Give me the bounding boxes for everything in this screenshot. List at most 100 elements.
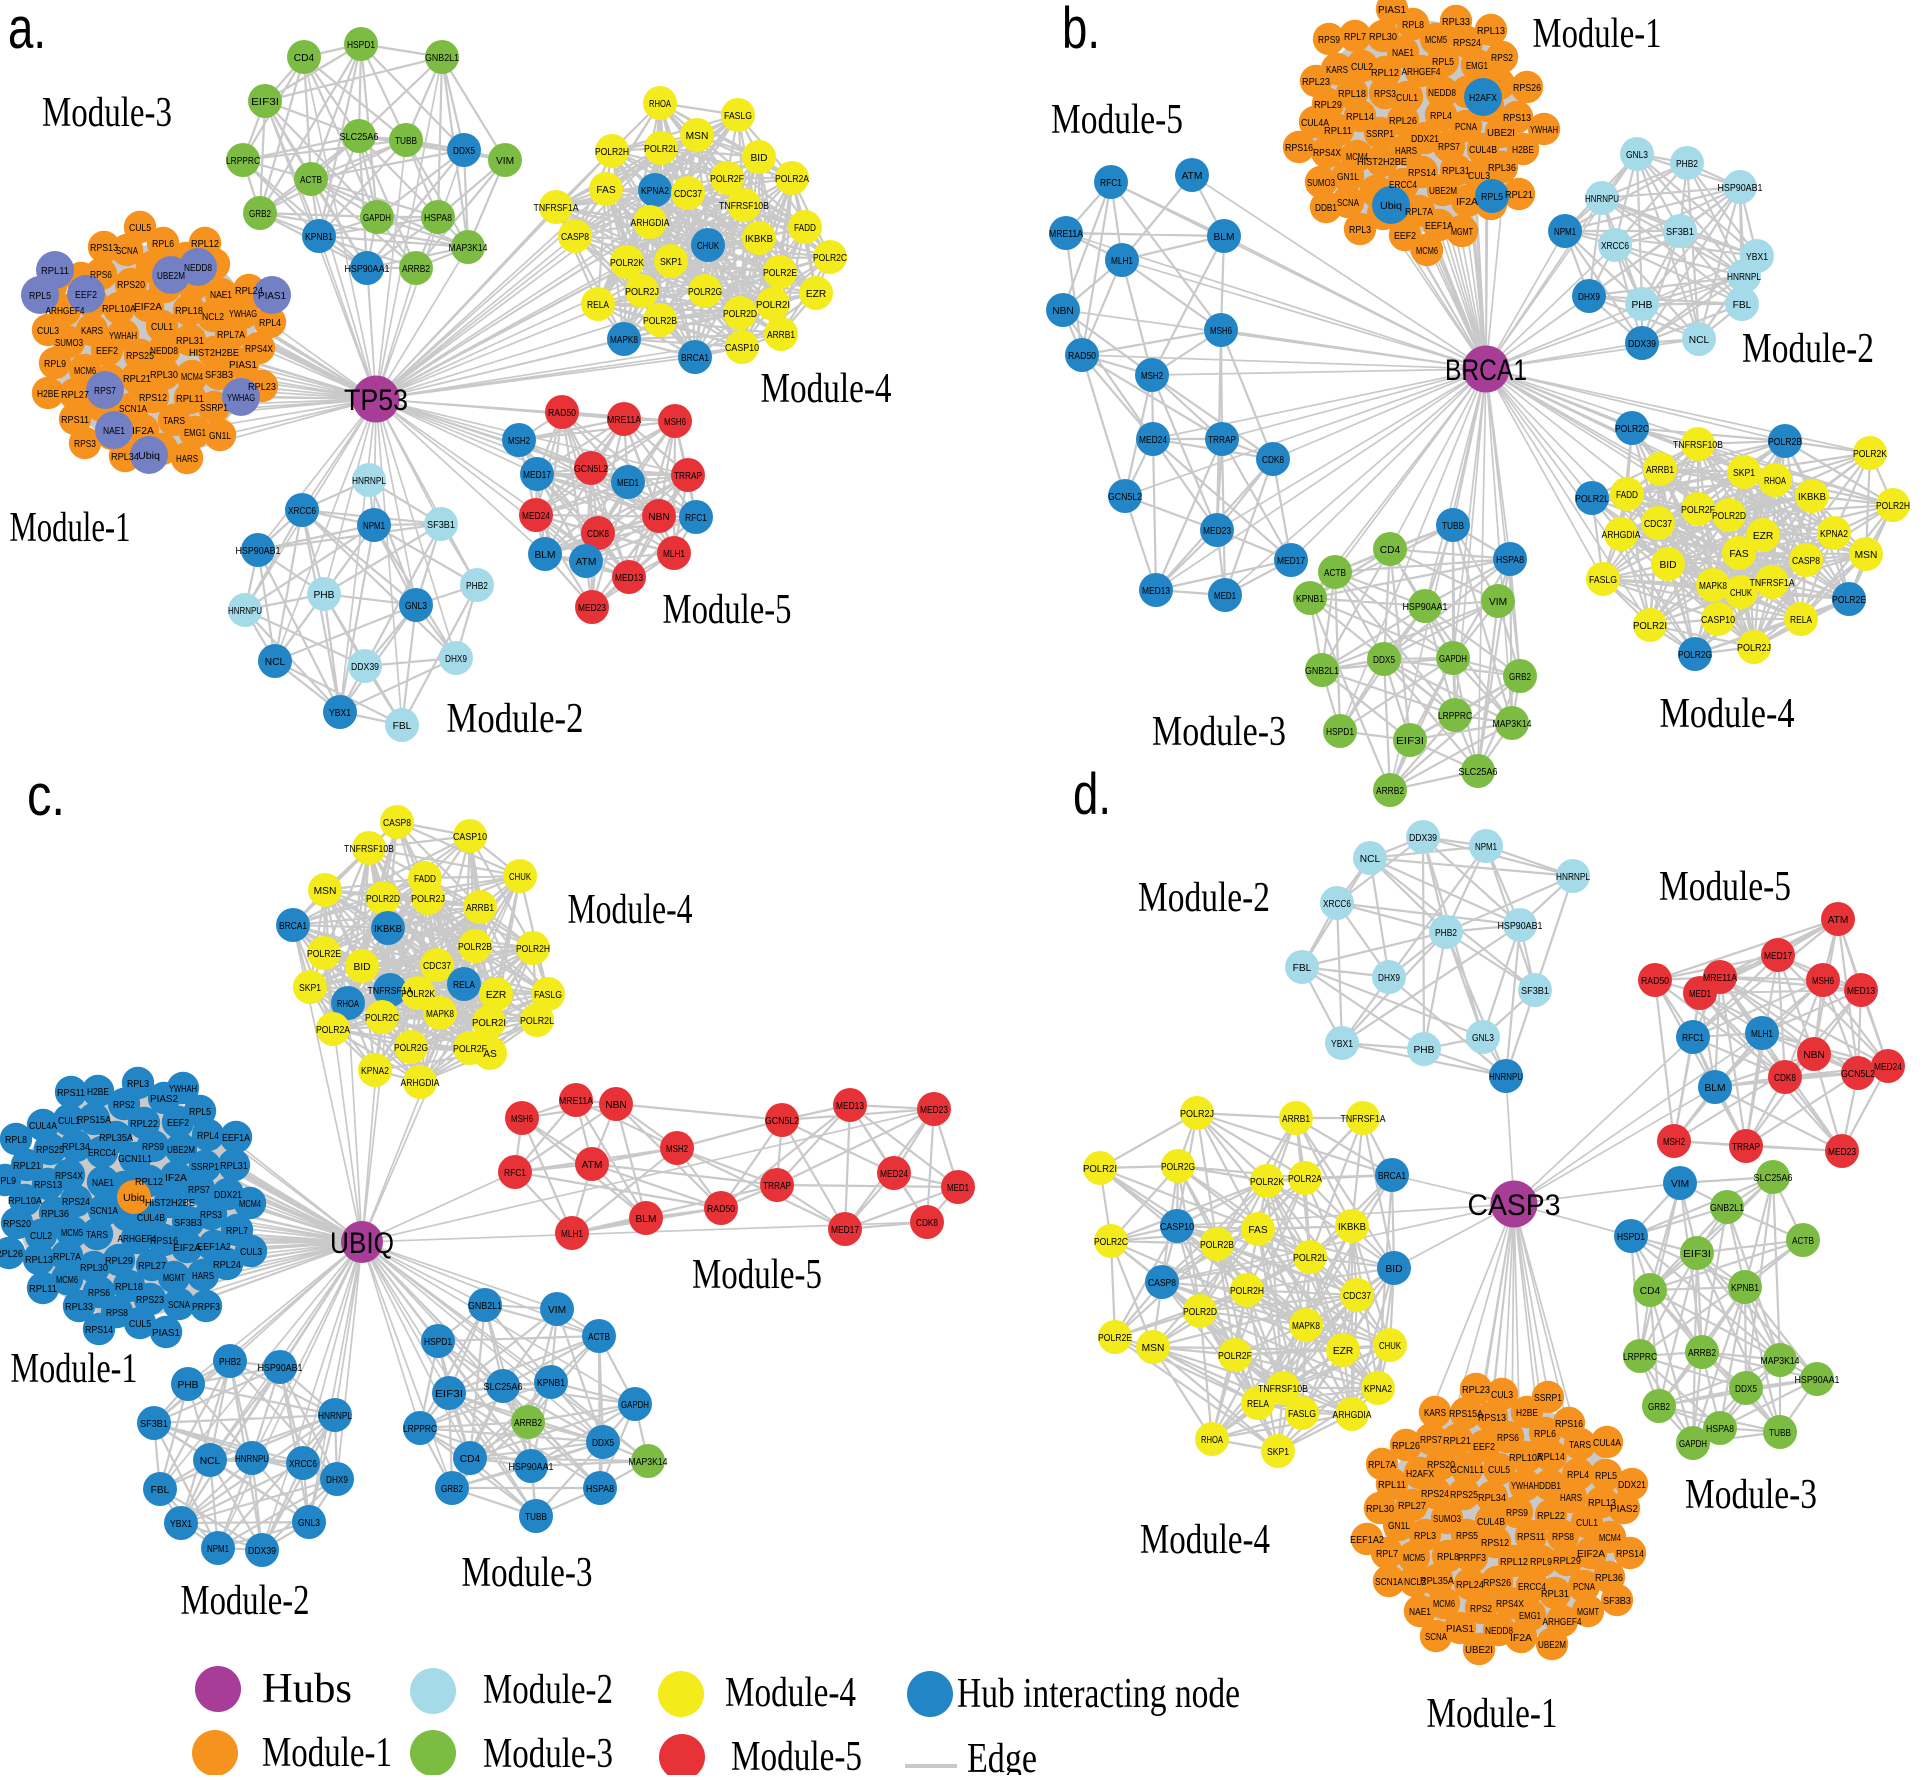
svg-text:HNRNPU: HNRNPU	[235, 1454, 269, 1465]
svg-text:RPS9: RPS9	[142, 1142, 164, 1153]
svg-text:RHOA: RHOA	[1201, 1435, 1223, 1446]
svg-text:DDX5: DDX5	[1735, 1384, 1757, 1395]
svg-text:ERCC4: ERCC4	[88, 1148, 116, 1159]
svg-text:HSPA8: HSPA8	[1706, 1424, 1734, 1435]
svg-text:RELA: RELA	[587, 300, 609, 311]
svg-text:CASP8: CASP8	[1148, 1278, 1176, 1289]
svg-text:VIM: VIM	[496, 156, 514, 167]
svg-text:PHB2: PHB2	[466, 581, 488, 592]
svg-text:ARRB2: ARRB2	[402, 264, 430, 275]
svg-text:MSN: MSN	[314, 886, 337, 897]
svg-text:RPL4: RPL4	[259, 318, 281, 329]
svg-text:RPL14: RPL14	[1537, 1452, 1565, 1463]
svg-text:DHX9: DHX9	[326, 1475, 348, 1486]
svg-text:YBX1: YBX1	[170, 1519, 192, 1530]
svg-text:CD4: CD4	[1380, 545, 1401, 556]
svg-text:RPL22: RPL22	[130, 1119, 158, 1130]
svg-text:c.: c.	[27, 763, 65, 828]
svg-text:IKBKB: IKBKB	[1798, 492, 1826, 503]
svg-text:RELA: RELA	[453, 980, 475, 991]
svg-text:ARRB1: ARRB1	[1282, 1114, 1310, 1125]
svg-text:POLR2B: POLR2B	[1200, 1240, 1234, 1251]
svg-text:RPS2: RPS2	[1491, 53, 1513, 64]
svg-text:RPL5: RPL5	[189, 1107, 211, 1118]
svg-text:CUL2: CUL2	[30, 1231, 52, 1242]
svg-text:EEF1A: EEF1A	[1425, 221, 1453, 232]
svg-text:RELA: RELA	[1247, 1399, 1269, 1410]
svg-text:NEDD8: NEDD8	[1428, 88, 1456, 99]
svg-text:NCL2: NCL2	[1404, 1577, 1426, 1588]
svg-text:CD4: CD4	[460, 1454, 481, 1465]
svg-text:CDC37: CDC37	[423, 961, 451, 972]
svg-text:FASLG: FASLG	[1589, 575, 1617, 586]
svg-text:YBX1: YBX1	[1746, 252, 1768, 263]
svg-text:RPL11: RPL11	[176, 394, 204, 405]
svg-text:TUBB: TUBB	[525, 1512, 547, 1523]
svg-text:CASP10: CASP10	[453, 832, 487, 843]
svg-text:RPL21: RPL21	[1443, 1436, 1471, 1447]
svg-text:POLR2C: POLR2C	[1094, 1237, 1128, 1248]
svg-text:RPL6: RPL6	[1534, 1429, 1556, 1440]
svg-text:RPL11: RPL11	[1378, 1480, 1406, 1491]
svg-text:CHUK: CHUK	[697, 241, 719, 252]
svg-text:HSPA8: HSPA8	[1496, 555, 1524, 566]
svg-text:RPL22: RPL22	[1537, 1511, 1565, 1522]
svg-text:MCM6: MCM6	[1416, 246, 1438, 257]
svg-text:MSH6: MSH6	[664, 417, 686, 428]
svg-text:GNL3: GNL3	[1472, 1033, 1494, 1044]
svg-text:PRPF3: PRPF3	[192, 1302, 220, 1313]
svg-text:TP53: TP53	[344, 384, 408, 417]
svg-text:POLR2K: POLR2K	[1853, 449, 1887, 460]
svg-text:RAD50: RAD50	[548, 408, 576, 419]
svg-text:Module-1: Module-1	[1533, 11, 1662, 57]
svg-text:YBX1: YBX1	[1331, 1039, 1353, 1050]
svg-text:RPL13: RPL13	[1588, 1498, 1616, 1509]
svg-text:GNB2L1: GNB2L1	[1710, 1203, 1744, 1214]
svg-text:PIAS2: PIAS2	[1610, 1504, 1638, 1515]
svg-text:SF3B3: SF3B3	[205, 370, 233, 381]
svg-text:TARS: TARS	[163, 416, 185, 427]
svg-text:FBL: FBL	[1733, 300, 1752, 311]
svg-text:KPNA2: KPNA2	[1364, 1384, 1392, 1395]
svg-text:YWHAG: YWHAG	[227, 393, 255, 404]
svg-text:SCNA: SCNA	[1337, 198, 1359, 209]
svg-text:SLC25A6: SLC25A6	[1459, 767, 1498, 778]
svg-text:HARS: HARS	[192, 1271, 214, 1282]
svg-text:RPS15A: RPS15A	[77, 1115, 111, 1126]
svg-text:Module-2: Module-2	[447, 696, 584, 742]
svg-text:MRE11A: MRE11A	[607, 415, 641, 426]
svg-text:GAPDH: GAPDH	[363, 213, 391, 224]
svg-text:XRCC6: XRCC6	[288, 506, 316, 517]
svg-text:RPS4X: RPS4X	[245, 344, 273, 355]
svg-text:CUL4B: CUL4B	[1469, 145, 1497, 156]
svg-text:SKP1: SKP1	[1733, 468, 1755, 479]
svg-text:Hubs: Hubs	[262, 1666, 352, 1712]
svg-text:RPL23: RPL23	[1462, 1385, 1490, 1396]
svg-text:NCL: NCL	[1689, 335, 1710, 346]
svg-text:RPL4: RPL4	[197, 1131, 219, 1142]
svg-text:SF3B1: SF3B1	[427, 520, 455, 531]
svg-text:DDB1: DDB1	[1539, 1481, 1561, 1492]
svg-text:RPL6: RPL6	[152, 239, 174, 250]
svg-text:RPS15A: RPS15A	[1449, 1409, 1483, 1420]
svg-text:ARHGDIA: ARHGDIA	[401, 1078, 440, 1089]
svg-text:RPS25: RPS25	[126, 351, 154, 362]
svg-text:ARRB1: ARRB1	[1646, 465, 1674, 476]
svg-text:SCNA: SCNA	[1425, 1632, 1447, 1643]
svg-text:RPS16: RPS16	[1285, 143, 1313, 154]
svg-text:BID: BID	[1660, 560, 1677, 571]
svg-text:GNL3: GNL3	[1626, 150, 1648, 161]
svg-text:DDX39: DDX39	[248, 1546, 276, 1557]
svg-text:MRE11A: MRE11A	[559, 1096, 593, 1107]
svg-text:RAD50: RAD50	[1068, 351, 1096, 362]
svg-text:NBN: NBN	[605, 1100, 627, 1111]
svg-text:EEF1A2: EEF1A2	[197, 1242, 231, 1253]
svg-text:DHX9: DHX9	[1378, 973, 1400, 984]
svg-text:RPL24: RPL24	[1456, 1580, 1484, 1591]
svg-text:MED23: MED23	[1203, 526, 1231, 537]
svg-text:RPS6: RPS6	[90, 270, 112, 281]
svg-text:NEDD8: NEDD8	[150, 346, 178, 357]
svg-text:UBE2M: UBE2M	[157, 271, 185, 282]
svg-text:BLM: BLM	[636, 1214, 657, 1225]
svg-text:GN1L: GN1L	[209, 431, 231, 442]
